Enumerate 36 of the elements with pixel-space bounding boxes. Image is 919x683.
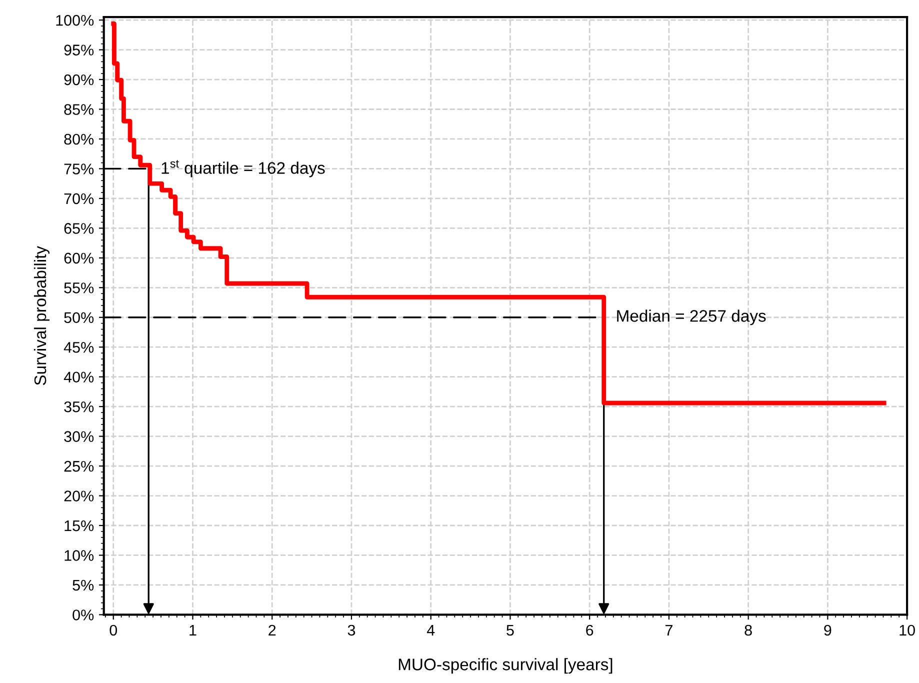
y-tick-label: 70%: [64, 193, 94, 204]
y-tick-label: 50%: [64, 312, 94, 324]
x-tick-label: 2: [268, 624, 276, 636]
x-axis-title: MUO-specific survival [years]: [398, 658, 612, 674]
y-tick-label: 25%: [64, 460, 94, 472]
y-tick-label: 80%: [64, 134, 94, 145]
x-tick-label: 9: [824, 624, 832, 636]
x-tick-label: 6: [586, 624, 594, 636]
x-tick-label: 4: [426, 624, 435, 636]
y-tick-label: 40%: [64, 372, 94, 383]
y-tick-label: 85%: [64, 104, 94, 115]
y-tick-label: 0%: [72, 610, 94, 620]
x-tick-label: 1: [190, 624, 196, 636]
y-tick-label: 30%: [64, 431, 94, 442]
y-tick-label: 75%: [64, 164, 94, 174]
x-tick-label: 8: [744, 624, 752, 636]
x-tick-label: 10: [900, 624, 915, 636]
y-tick-label: 90%: [64, 74, 94, 86]
annotation: 1$^{st}$ quartile = 162 days: [162, 160, 325, 178]
y-tick-label: 60%: [64, 252, 94, 264]
y-tick-label: 5%: [72, 580, 94, 591]
y-tick-label: 95%: [64, 44, 94, 56]
y-tick-label: 100%: [56, 14, 94, 26]
y-tick-label: 55%: [64, 282, 94, 294]
x-tick-label: 0: [110, 624, 118, 636]
y-axis-title: Survival probability: [34, 246, 50, 386]
y-tick-label: 45%: [64, 342, 94, 353]
annotation: Median = 2257 days: [617, 310, 766, 326]
y-tick-label: 10%: [64, 550, 94, 561]
y-tick-label: 20%: [64, 490, 94, 502]
x-tick-label: 3: [348, 624, 356, 636]
y-tick-label: 65%: [64, 223, 94, 234]
y-tick-label: 35%: [64, 401, 94, 412]
x-tick-label: 7: [665, 624, 672, 636]
x-tick-label: 5: [506, 624, 514, 636]
y-tick-label: 15%: [64, 520, 94, 532]
